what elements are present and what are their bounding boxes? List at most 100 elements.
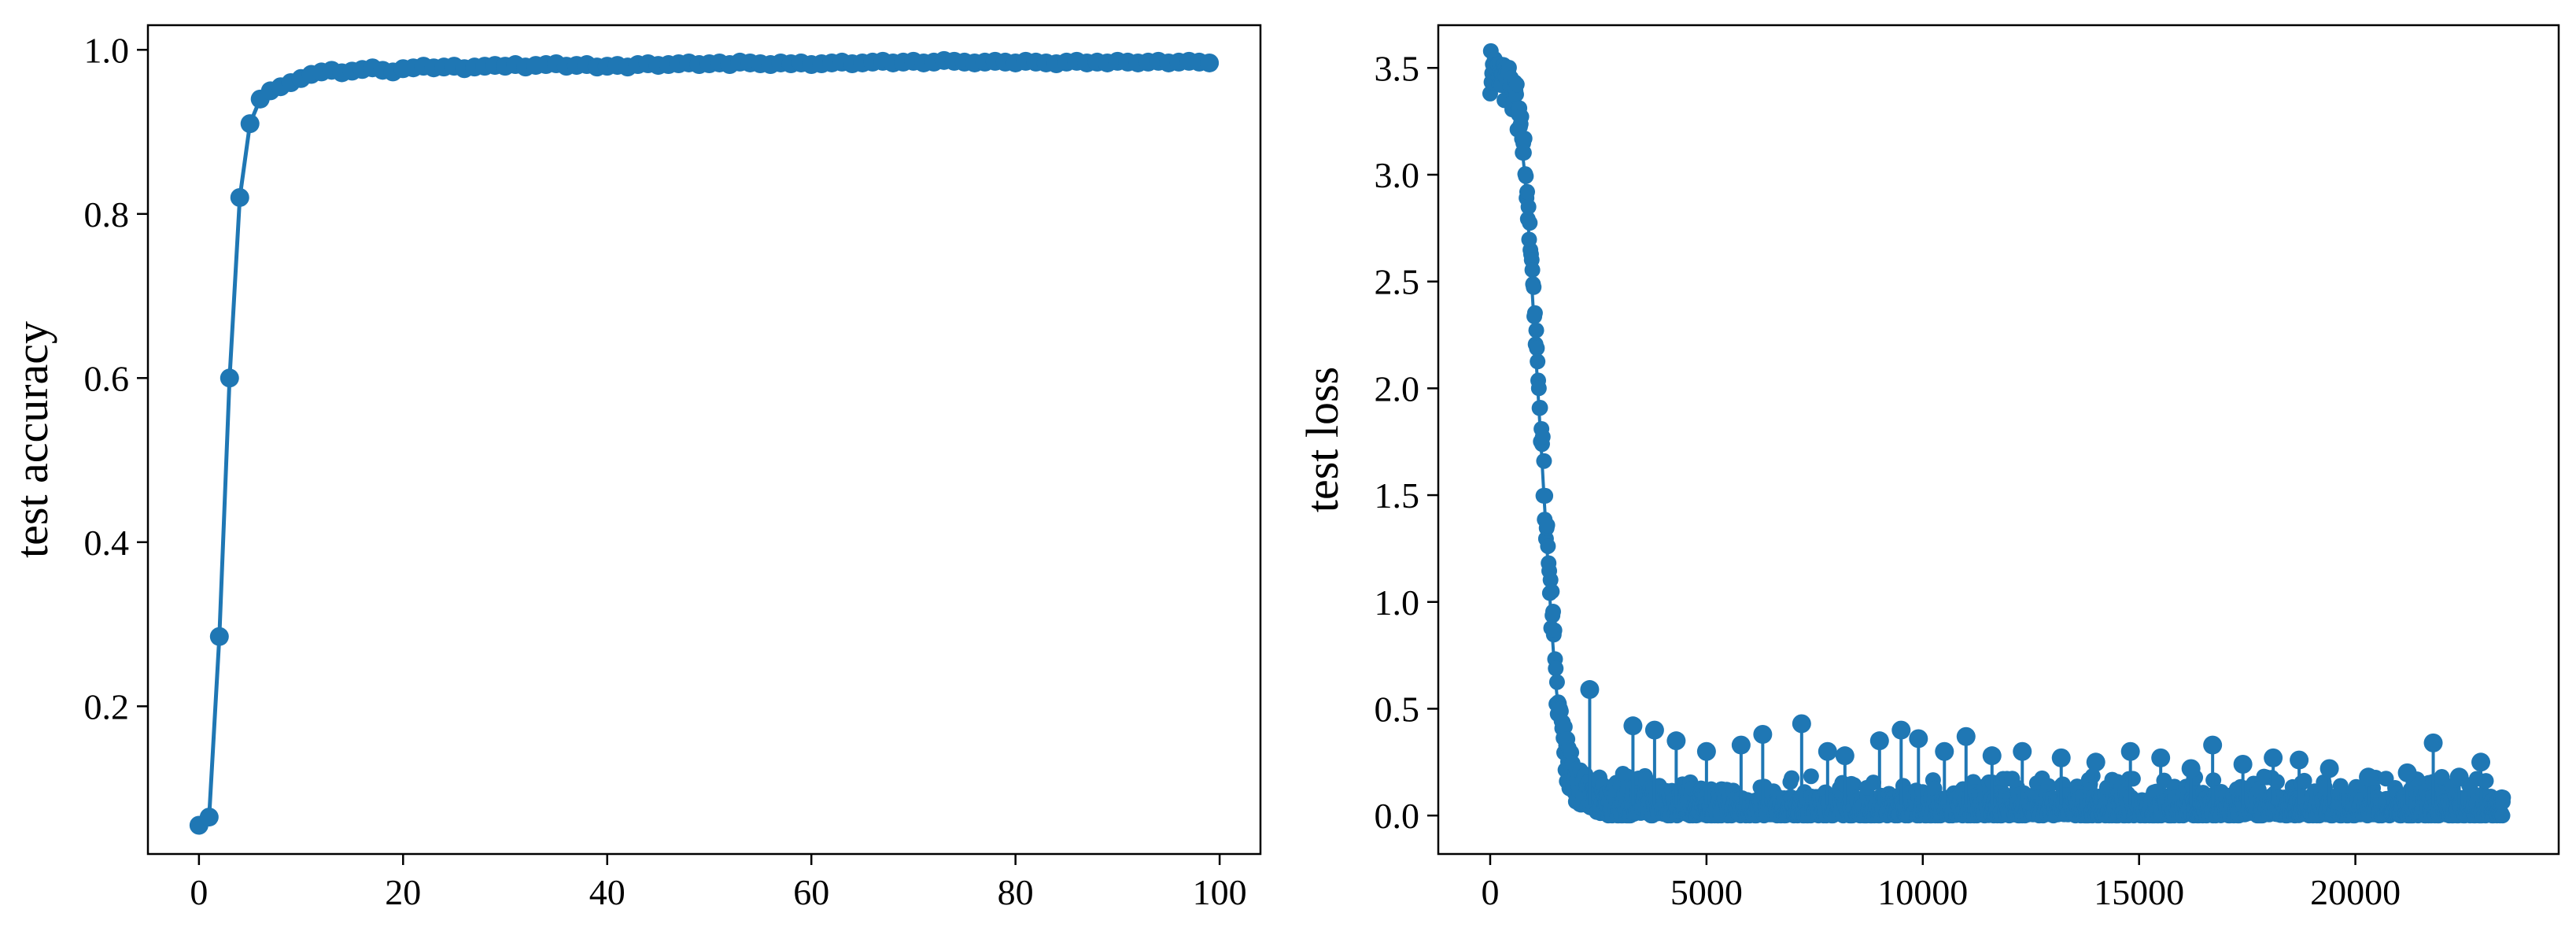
loss-spike-point xyxy=(2397,763,2417,782)
loss-point xyxy=(1544,604,1561,620)
accuracy-point xyxy=(240,114,260,134)
loss-point xyxy=(2434,769,2450,786)
loss-point xyxy=(1515,145,1532,161)
loss-spike-point xyxy=(2151,748,2171,767)
accuracy-marks xyxy=(189,50,1220,835)
loss-point xyxy=(1784,770,1800,786)
accuracy-x-tick-label: 0 xyxy=(190,872,208,912)
loss-spike-point xyxy=(1935,741,1954,761)
loss-spike-point xyxy=(1753,725,1773,745)
loss-point xyxy=(1513,109,1530,125)
loss-point xyxy=(1556,719,1573,735)
loss-spike-point xyxy=(1891,720,1911,740)
loss-spike-point xyxy=(1869,731,1889,751)
loss-x-tick-label: 0 xyxy=(1481,872,1499,912)
loss-y-tick-label: 2.0 xyxy=(1375,368,1420,409)
loss-spike-point xyxy=(2203,735,2223,755)
accuracy-y-tick-label: 0.2 xyxy=(84,686,130,726)
accuracy-plot-frame xyxy=(146,24,1262,856)
loss-spike-point xyxy=(2013,741,2032,761)
accuracy-point xyxy=(230,187,249,207)
loss-spike-point xyxy=(2120,741,2140,761)
loss-y-tick-label: 1.5 xyxy=(1375,475,1420,516)
loss-plot-frame xyxy=(1437,24,2560,856)
loss-point xyxy=(1528,322,1544,338)
loss-spike-point xyxy=(1644,720,1664,740)
loss-point xyxy=(1530,353,1546,370)
loss-y-axis-label: test loss xyxy=(1297,367,1348,512)
loss-spike-point xyxy=(1623,716,1643,736)
loss-spike-point xyxy=(2449,767,2469,787)
loss-point xyxy=(1532,400,1548,416)
loss-point xyxy=(2268,774,2285,790)
loss-point xyxy=(1526,305,1543,321)
loss-spike-point xyxy=(2471,752,2491,772)
loss-spike-point xyxy=(2290,750,2309,770)
loss-y-tick-label: 0.5 xyxy=(1375,689,1420,729)
loss-point xyxy=(1542,571,1559,588)
loss-point xyxy=(1530,380,1547,397)
loss-point xyxy=(1516,130,1533,146)
loss-y-tick-label: 3.5 xyxy=(1375,48,1420,88)
loss-spike-point xyxy=(1731,735,1751,755)
loss-spike-point xyxy=(1792,714,1811,734)
loss-point xyxy=(1846,777,1862,793)
loss-x-tick-label: 5000 xyxy=(1670,872,1743,912)
accuracy-point xyxy=(199,808,219,827)
accuracy-point xyxy=(220,368,239,388)
loss-point xyxy=(1537,487,1554,504)
loss-point xyxy=(1539,517,1556,534)
loss-spike-point xyxy=(1580,680,1600,700)
accuracy-x-tick-label: 40 xyxy=(589,872,626,912)
loss-point xyxy=(1546,622,1563,638)
loss-point xyxy=(1522,215,1538,231)
loss-spike-point xyxy=(2359,767,2379,787)
loss-point xyxy=(1803,768,1819,785)
loss-point xyxy=(2124,771,2141,787)
accuracy-ticks: 0 20 40 60 80 100 0.2 0.4 0.6 0.8 1.0 xyxy=(84,30,1247,912)
loss-point xyxy=(1519,183,1535,200)
loss-marks xyxy=(1482,43,2511,824)
accuracy-y-tick-label: 0.4 xyxy=(84,523,130,563)
loss-spike-point xyxy=(1818,741,1837,761)
accuracy-y-tick-label: 0.8 xyxy=(84,194,130,235)
loss-spike-point xyxy=(1835,746,1854,766)
loss-point xyxy=(2494,793,2511,810)
accuracy-y-axis-label: test accuracy xyxy=(6,321,57,558)
accuracy-x-tick-label: 60 xyxy=(793,872,829,912)
loss-spike-point xyxy=(1696,741,1716,761)
loss-spike-point xyxy=(1666,731,1686,751)
loss-y-tick-label: 2.5 xyxy=(1375,262,1420,302)
loss-spike-point xyxy=(2264,748,2283,767)
loss-spike-point xyxy=(2181,759,2201,778)
loss-point xyxy=(1526,279,1542,295)
loss-spike-point xyxy=(1982,746,2002,766)
accuracy-point xyxy=(1200,53,1220,72)
loss-point xyxy=(1548,674,1565,690)
loss-spike-point xyxy=(2051,748,2071,767)
loss-spike-point xyxy=(2233,755,2253,774)
loss-x-tick-label: 20000 xyxy=(2310,872,2401,912)
loss-point xyxy=(1544,583,1560,600)
loss-spike-point xyxy=(1909,729,1928,749)
loss-y-tick-label: 3.0 xyxy=(1375,155,1420,195)
loss-ticks: 0 5000 10000 15000 20000 0.0 0.5 1.0 1.5 2.0 2.5 3.… xyxy=(1375,48,2401,912)
loss-spike-point xyxy=(2086,752,2105,772)
accuracy-x-tick-label: 20 xyxy=(385,872,421,912)
loss-spike-point xyxy=(1956,726,1976,746)
accuracy-y-tick-label: 0.6 xyxy=(84,358,130,398)
loss-point xyxy=(1524,261,1541,278)
accuracy-x-tick-label: 100 xyxy=(1193,872,1247,912)
loss-spike-point xyxy=(2423,733,2443,752)
loss-point xyxy=(1518,168,1534,184)
loss-y-tick-label: 0.0 xyxy=(1375,796,1420,836)
loss-point xyxy=(1865,774,1881,791)
loss-point xyxy=(1520,198,1537,215)
accuracy-y-tick-label: 1.0 xyxy=(84,30,130,70)
loss-point xyxy=(1534,429,1551,445)
loss-y-tick-label: 1.0 xyxy=(1375,582,1420,623)
accuracy-point xyxy=(209,627,229,646)
loss-point xyxy=(1536,453,1552,469)
loss-point xyxy=(1508,76,1525,93)
